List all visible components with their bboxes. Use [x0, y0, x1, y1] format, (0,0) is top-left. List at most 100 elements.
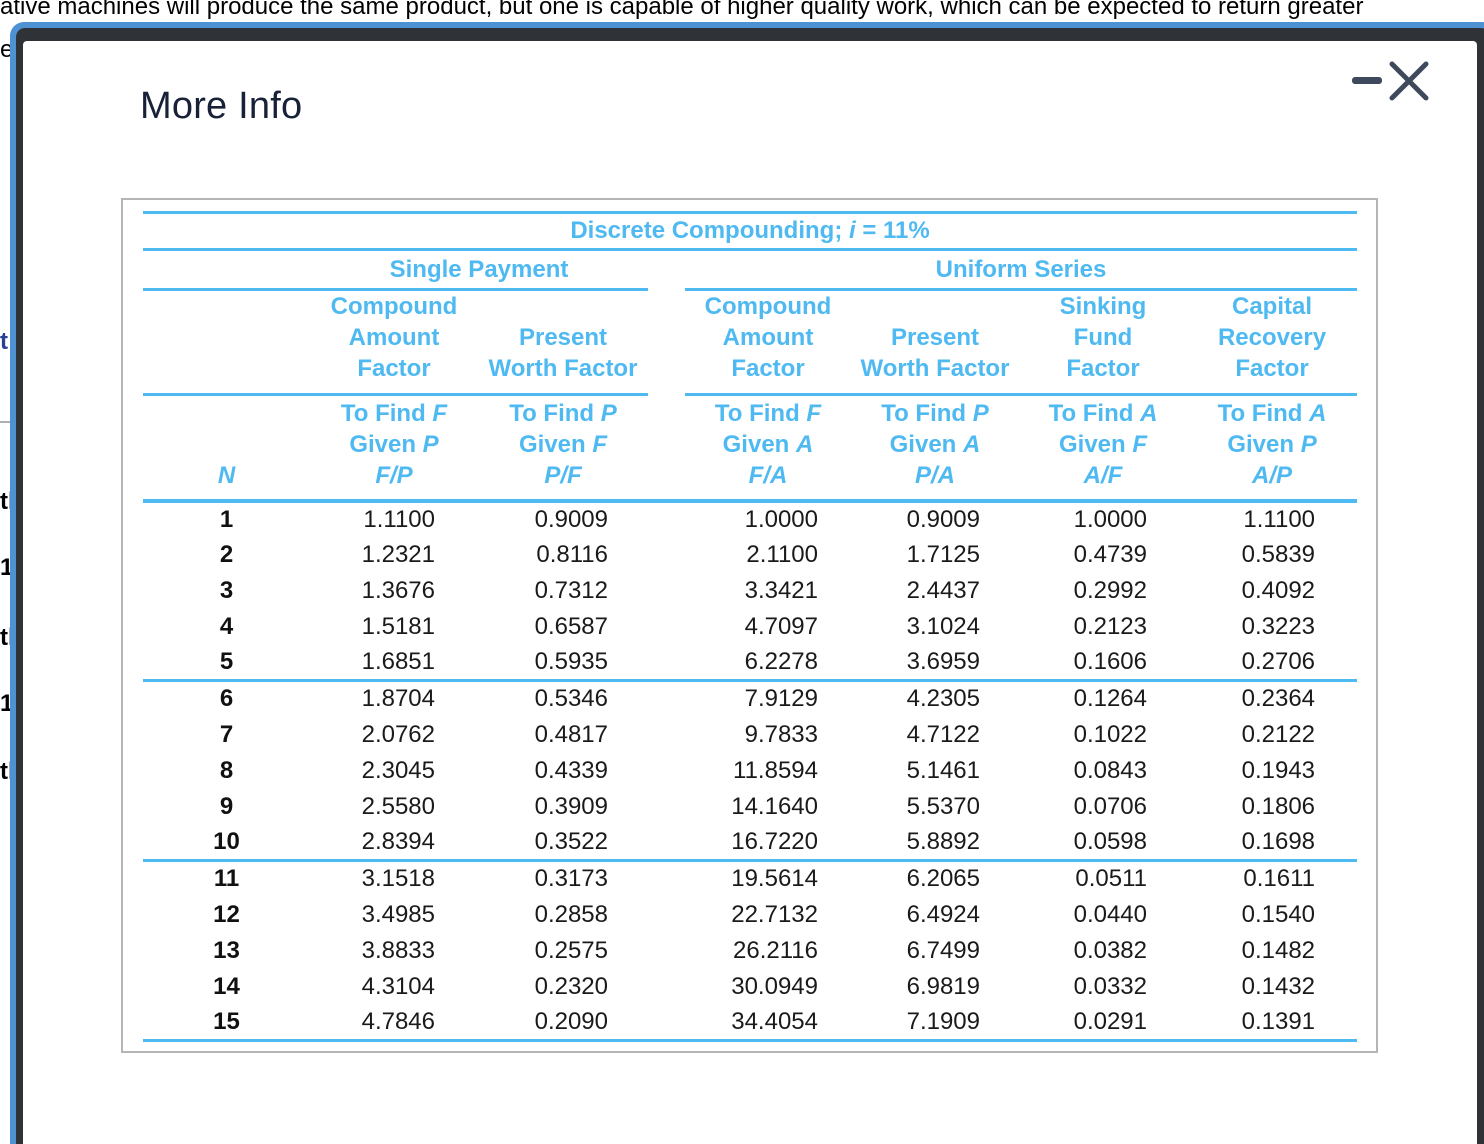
dialog-content: More Info — [23, 41, 1477, 1144]
cell-ap: 0.1943 — [1241, 756, 1316, 784]
cell-pf: 0.4817 — [534, 720, 608, 748]
cell-pa: 4.7122 — [906, 720, 980, 748]
cell-ap: 0.1698 — [1187, 824, 1358, 862]
cell-spacer — [648, 644, 685, 682]
cell-n: 2 — [219, 540, 234, 568]
find-header-pf: To Find P Given F P/F — [478, 394, 648, 503]
table-row: 12 3.4985 0.2858 22.7132 6.4924 0.0440 0… — [143, 897, 1357, 933]
table-row: 15 4.7846 0.2090 34.4054 7.1909 0.0291 0… — [143, 1004, 1358, 1042]
cell-ap: 0.1432 — [1241, 972, 1316, 1000]
column-header-compound-amount-factor: Compound Amount Factor — [685, 289, 851, 396]
find-header-row: N To Find F Given P F/P To Find P Given … — [143, 394, 1358, 503]
cell-pf: 0.6587 — [534, 612, 608, 640]
cell-pf: 0.2575 — [534, 936, 608, 964]
cell-spacer — [648, 573, 685, 609]
cell-ap: 0.1611 — [1243, 865, 1316, 893]
cell-af: 0.0598 — [1019, 824, 1187, 862]
column-header-empty — [143, 289, 310, 396]
cell-pa: 6.4924 — [906, 900, 980, 928]
column-header-spacer — [648, 290, 685, 395]
cell-ap: 0.1391 — [1187, 1004, 1358, 1042]
cell-fa: 14.1640 — [731, 792, 818, 820]
cell-af: 0.0440 — [1073, 900, 1147, 928]
cell-n: 11 — [213, 865, 240, 893]
cell-pa: 5.1461 — [906, 756, 980, 784]
find-header-pa: To Find P Given A P/A — [851, 394, 1019, 503]
cell-fa: 30.0949 — [731, 972, 818, 1000]
find-header-fp: To Find F Given P F/P — [310, 394, 478, 503]
cell-fp: 1.6851 — [310, 644, 478, 682]
cell-fp: 4.7846 — [310, 1004, 478, 1042]
cell-ap: 0.2122 — [1241, 720, 1316, 748]
cell-fp: 2.5580 — [361, 792, 435, 820]
cell-pa: 4.2305 — [906, 685, 980, 713]
cell-fa: 1.0000 — [744, 505, 818, 533]
cell-pf: 0.2090 — [478, 1004, 648, 1042]
more-info-dialog: More Info — [10, 22, 1484, 1144]
cell-af: 0.4739 — [1073, 540, 1147, 568]
group-spacer — [648, 250, 685, 290]
cell-fa: 22.7132 — [731, 900, 818, 928]
find-header-af: To Find A Given F A/F — [1019, 394, 1187, 503]
cell-fp: 3.4985 — [361, 900, 435, 928]
cell-ap: 0.2364 — [1241, 685, 1316, 713]
cell-n: 14 — [213, 972, 240, 1000]
cell-spacer — [648, 537, 685, 573]
table-row: 5 1.6851 0.5935 6.2278 3.6959 0.1606 0.2… — [143, 644, 1358, 682]
cell-af: 0.0291 — [1019, 1004, 1187, 1042]
cell-af: 0.1606 — [1019, 644, 1187, 682]
column-header-present-worth-factor: Present Worth Factor — [478, 289, 648, 396]
cell-af: 0.0382 — [1073, 936, 1147, 964]
cell-pa: 3.1024 — [906, 612, 980, 640]
cell-pa: 1.7125 — [906, 540, 980, 568]
cell-fp: 1.3676 — [361, 576, 435, 604]
cell-ap: 0.5839 — [1241, 540, 1316, 568]
table-row: 3 1.3676 0.7312 3.3421 2.4437 0.2992 0.4… — [143, 573, 1357, 609]
table-row: 8 2.3045 0.4339 11.8594 5.1461 0.0843 0.… — [143, 753, 1357, 789]
cell-spacer — [648, 1004, 685, 1042]
group-uniform-series: Uniform Series — [685, 249, 1358, 291]
cell-fp: 2.3045 — [361, 756, 435, 784]
cell-fa: 2.1100 — [746, 540, 818, 568]
cell-pa: 6.9819 — [906, 972, 980, 1000]
factor-table-container: Discrete Compounding; i = 11% Single Pay… — [121, 198, 1378, 1053]
table-row: 9 2.5580 0.3909 14.1640 5.5370 0.0706 0.… — [143, 789, 1357, 825]
cell-spacer — [648, 933, 685, 969]
table-row: 13 3.8833 0.2575 26.2116 6.7499 0.0382 0… — [143, 933, 1357, 969]
cell-pf: 0.9009 — [534, 505, 608, 533]
cell-fp: 3.8833 — [361, 936, 435, 964]
cell-fa: 34.4054 — [685, 1004, 851, 1042]
cell-af: 0.0511 — [1075, 865, 1147, 893]
cell-pf: 0.3173 — [534, 865, 608, 893]
cell-fa: 6.2278 — [685, 644, 851, 682]
cell-fp: 1.2321 — [361, 540, 435, 568]
cell-fa: 26.2116 — [733, 936, 818, 964]
cell-ap: 0.3223 — [1241, 612, 1316, 640]
cell-af: 0.1022 — [1073, 720, 1147, 748]
cell-pa: 6.2065 — [906, 865, 980, 893]
close-icon — [1389, 61, 1429, 101]
cell-spacer — [648, 969, 685, 1005]
table-row: 10 2.8394 0.3522 16.7220 5.8892 0.0598 0… — [143, 824, 1358, 862]
cell-n: 3 — [219, 576, 234, 604]
cell-ap: 0.1482 — [1241, 936, 1316, 964]
cell-spacer — [648, 717, 685, 753]
cell-n: 9 — [219, 792, 234, 820]
table-title-suffix: = 11% — [855, 217, 930, 244]
cell-n: 5 — [143, 644, 310, 682]
find-header-spacer — [648, 394, 685, 503]
cell-af: 0.0843 — [1073, 756, 1147, 784]
cell-fp: 3.1518 — [361, 865, 435, 893]
cell-fp: 2.0762 — [361, 720, 435, 748]
cell-ap: 0.1806 — [1241, 792, 1316, 820]
cell-fp: 4.3104 — [361, 972, 435, 1000]
cell-n: 7 — [219, 720, 234, 748]
minimize-button[interactable] — [1346, 69, 1388, 93]
cell-spacer — [648, 789, 685, 825]
table-title-var: i — [848, 217, 856, 244]
column-header-sinking-fund-factor: Sinking Fund Factor — [1019, 289, 1187, 396]
cell-pf: 0.2320 — [534, 972, 608, 1000]
cell-pf: 0.5935 — [478, 644, 648, 682]
close-button[interactable] — [1383, 55, 1435, 107]
